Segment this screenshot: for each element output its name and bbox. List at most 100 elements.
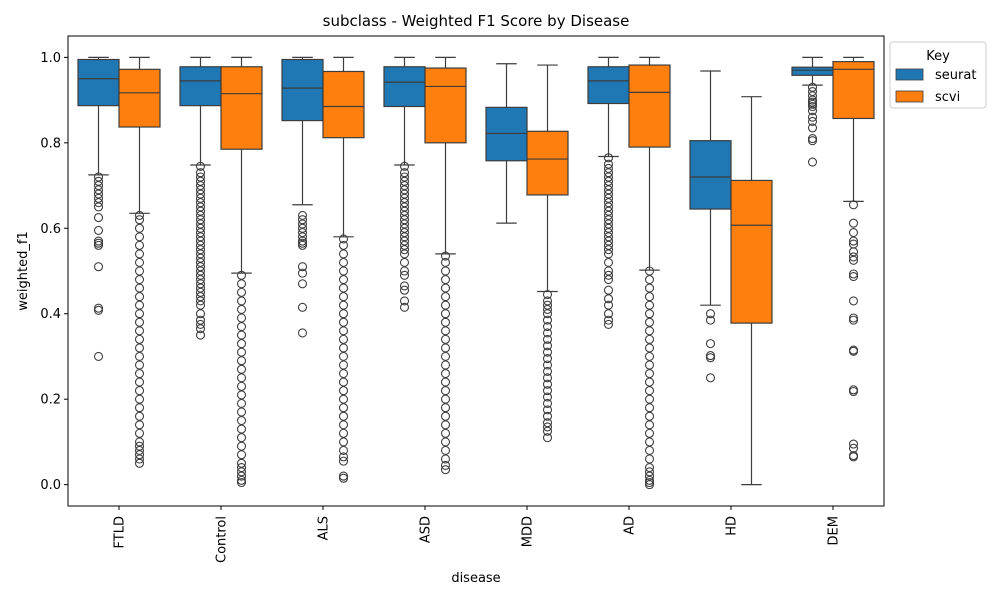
x-axis: FTLD Control ALS ASD MDD AD HD DEM — [113, 506, 842, 563]
outlier-point — [848, 255, 859, 265]
box-scvi-FTLD — [118, 56, 161, 468]
outlier-point — [338, 234, 349, 244]
outlier-point — [542, 426, 553, 436]
outlier-point — [297, 268, 308, 278]
box-iqr — [791, 66, 834, 76]
outlier-point — [93, 351, 104, 362]
outlier-point — [848, 269, 859, 279]
outlier-point — [807, 136, 818, 146]
outlier-point — [848, 346, 859, 356]
y-axis-label: weighted_f1 — [16, 231, 31, 310]
outlier-point — [848, 315, 859, 325]
outlier-point — [297, 279, 308, 289]
y-axis: 0.0 0.2 0.4 0.6 0.8 1.0 — [40, 51, 68, 493]
x-tick-label: ALS — [317, 516, 332, 540]
y-tick-label: 0.6 — [40, 222, 61, 237]
outlier-point — [195, 309, 206, 319]
outlier-point — [848, 272, 859, 282]
outlier-point — [338, 456, 349, 466]
outlier-point — [542, 405, 553, 415]
outlier-point — [807, 106, 818, 116]
legend-swatch-seurat — [895, 68, 924, 81]
outlier-point — [399, 302, 410, 312]
outlier-point — [399, 296, 410, 306]
outlier-point — [603, 274, 614, 285]
outlier-point — [848, 296, 859, 306]
box-seurat-AD — [587, 56, 630, 329]
outlier-point — [93, 213, 104, 223]
outlier-point — [93, 225, 104, 235]
outlier-point — [542, 309, 553, 319]
outlier-point — [848, 236, 859, 246]
outlier-point — [440, 465, 451, 475]
box-iqr — [77, 58, 120, 107]
outlier-point — [195, 324, 206, 334]
y-tick-label: 0.0 — [40, 478, 61, 493]
box-iqr — [832, 61, 875, 120]
box-iqr — [628, 64, 671, 148]
outlier-point — [807, 101, 818, 112]
outlier-point — [807, 112, 818, 122]
x-tick-label: DEM — [827, 516, 842, 545]
x-tick-label: HD — [725, 516, 740, 536]
outlier-point — [603, 319, 614, 329]
box-scvi-Control — [220, 56, 263, 488]
x-axis-label: disease — [451, 571, 500, 586]
outlier-point — [848, 200, 859, 210]
outlier-point — [644, 480, 655, 490]
outlier-point — [236, 477, 247, 488]
outlier-point — [848, 218, 859, 228]
outlier-point — [195, 161, 206, 171]
x-tick-label: AD — [623, 516, 638, 535]
legend-swatch-scvi — [895, 90, 924, 103]
legend-label-scvi: scvi — [935, 90, 960, 105]
legend-label-seurat: seurat — [935, 68, 976, 83]
box-scvi-MDD — [526, 64, 569, 443]
outlier-point — [542, 422, 553, 432]
outlier-point — [542, 334, 553, 344]
outlier-point — [603, 245, 614, 255]
box-scvi-AD — [628, 56, 671, 490]
legend: Key seurat scvi — [889, 41, 987, 109]
box-iqr — [730, 179, 773, 324]
outlier-point — [297, 240, 308, 250]
outlier-point — [542, 360, 553, 370]
outlier-point — [848, 452, 859, 462]
box-series — [77, 56, 875, 490]
outlier-point — [542, 304, 553, 315]
outlier-point — [603, 270, 614, 280]
box-seurat-MDD — [485, 63, 528, 224]
box-scvi-ALS — [322, 56, 365, 483]
outlier-point — [807, 116, 818, 127]
outlier-point — [338, 473, 349, 483]
box-scvi-ASD — [424, 56, 467, 475]
outlier-point — [297, 328, 308, 338]
outlier-point — [542, 386, 553, 396]
outlier-point — [93, 262, 104, 272]
y-tick-label: 1.0 — [40, 51, 61, 66]
x-tick-label: ASD — [419, 516, 434, 543]
outlier-point — [603, 309, 614, 319]
box-seurat-ALS — [281, 56, 324, 338]
outlier-point — [542, 411, 553, 421]
outlier-point — [705, 309, 716, 319]
box-seurat-FTLD — [77, 56, 120, 362]
outlier-point — [195, 296, 206, 306]
box-seurat-Control — [179, 56, 222, 340]
box-seurat-ASD — [383, 56, 426, 312]
outlier-point — [542, 315, 553, 325]
outlier-point — [848, 386, 859, 397]
outlier-point — [705, 373, 716, 383]
outlier-point — [399, 245, 410, 255]
box-iqr — [689, 140, 732, 210]
outlier-point — [297, 262, 308, 272]
box-seurat-HD — [689, 70, 732, 383]
outlier-point — [705, 339, 716, 349]
box-iqr — [485, 106, 528, 162]
outlier-point — [542, 321, 553, 332]
box-scvi-HD — [730, 96, 773, 486]
box-iqr — [118, 68, 161, 128]
outlier-point — [93, 305, 104, 315]
outlier-point — [603, 315, 614, 325]
